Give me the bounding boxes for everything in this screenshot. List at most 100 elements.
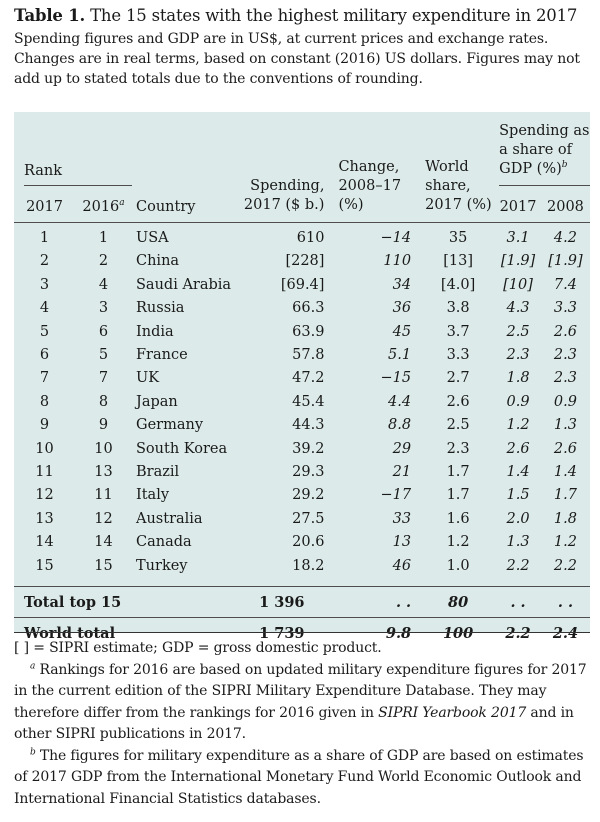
header-gdp-share: Spending as a share of GDP (%)b [495, 122, 590, 186]
table-row: 13 12 Australia 27.5 33 1.6 2.0 1.8 [14, 508, 590, 531]
cell-g17: 4.3 [506, 300, 530, 317]
table-header-row-1: Rank Spending, 2017 ($ b.) Change, 2008–… [14, 122, 590, 213]
data-table-container: Rank Spending, 2017 ($ b.) Change, 2008–… [14, 112, 590, 642]
cell-change: 45 [392, 323, 412, 340]
world-total-label: World total [24, 624, 116, 642]
header-gdp-2017: 2017 [499, 199, 537, 215]
table-bottom-rule [14, 632, 590, 633]
cell-r17: 1 [39, 230, 50, 246]
header-gdp-line1: Spending as [499, 123, 590, 139]
table-row: 14 14 Canada 20.6 13 1.2 1.3 1.2 [14, 531, 590, 554]
cell-share: [4.0] [440, 276, 476, 293]
cell-spending: [69.4] [280, 276, 325, 293]
cell-country: India [136, 323, 174, 340]
cell-share: 3.7 [446, 323, 470, 340]
cell-r17: 13 [35, 510, 54, 527]
cell-r16: 6 [98, 323, 109, 340]
cell-r16: 4 [98, 276, 109, 293]
cell-g17: 2.2 [506, 557, 530, 574]
cell-share: 2.6 [446, 393, 470, 410]
cell-r16: 1 [98, 230, 109, 246]
header-gdp-line3: GDP (%) [499, 161, 562, 177]
cell-g17: 1.8 [506, 370, 530, 387]
header-change-line1: Change, [338, 159, 400, 175]
header-rank-2017: 2017 [26, 199, 63, 215]
cell-r17: 2 [39, 253, 50, 270]
table-header-row-2: 2017 2016a Country 2017 2008 [14, 185, 590, 223]
cell-r16: 5 [98, 347, 109, 364]
table-title: Table 1. The 15 states with the highest … [14, 4, 590, 28]
world-total-gdp-2017: 2.2 [505, 624, 531, 642]
table-row: 6 5 France 57.8 5.1 3.3 2.3 2.3 [14, 344, 590, 367]
cell-country: Germany [136, 417, 204, 434]
cell-country: UK [136, 370, 160, 387]
cell-g17: 2.0 [506, 510, 530, 527]
cell-r16: 15 [94, 557, 113, 574]
cell-g17: 2.6 [506, 440, 530, 457]
note-b-marker: b [30, 746, 36, 757]
cell-g08: 0.9 [553, 393, 577, 410]
cell-r17: 9 [39, 417, 50, 434]
cell-r16: 7 [98, 370, 109, 387]
cell-g17: 0.9 [506, 393, 530, 410]
cell-r17: 6 [39, 347, 50, 364]
cell-g17: 3.1 [506, 230, 530, 246]
cell-share: 1.6 [446, 510, 470, 527]
cell-spending: 18.2 [292, 557, 325, 574]
cell-r16: 14 [94, 534, 113, 551]
cell-country: USA [136, 230, 169, 246]
header-spending: Spending, 2017 ($ b.) [239, 122, 332, 223]
header-share-line1: World [425, 159, 469, 175]
cell-r17: 10 [35, 440, 54, 457]
cell-r16: 11 [94, 487, 113, 504]
table-row: 4 3 Russia 66.3 36 3.8 4.3 3.3 [14, 297, 590, 320]
cell-g17: 1.3 [506, 534, 530, 551]
cell-change: −15 [380, 370, 412, 387]
cell-share: 1.0 [446, 557, 470, 574]
header-country: Country [136, 199, 196, 215]
cell-g08: [1.9] [548, 253, 583, 270]
note-b-text: The figures for military expenditure as … [14, 747, 584, 807]
cell-spending: 29.3 [292, 464, 325, 481]
cell-g08: 2.3 [553, 370, 577, 387]
note-a: a Rankings for 2016 are based on updated… [14, 660, 596, 746]
table-row: 5 6 India 63.9 45 3.7 2.5 2.6 [14, 321, 590, 344]
cell-g08: 1.8 [553, 510, 577, 527]
table-body: 1 1 USA 610 −14 35 3.1 4.2 2 2 China [228] 110 [13] [1… [14, 227, 590, 578]
cell-g08: 3.3 [553, 300, 577, 317]
cell-country: Japan [136, 393, 178, 410]
cell-spending: 27.5 [292, 510, 325, 527]
military-expenditure-table: Rank Spending, 2017 ($ b.) Change, 2008–… [14, 112, 590, 648]
cell-r17: 3 [39, 276, 50, 293]
table-title-label: Table 1. [14, 6, 86, 25]
cell-r17: 5 [39, 323, 50, 340]
cell-g17: 1.5 [506, 487, 530, 504]
note-b: b The figures for military expenditure a… [14, 746, 596, 811]
table-row: 10 10 South Korea 39.2 29 2.3 2.6 2.6 [14, 438, 590, 461]
cell-change: 5.1 [388, 347, 412, 364]
table-row: 15 15 Turkey 18.2 46 1.0 2.2 2.2 [14, 555, 590, 578]
cell-r17: 11 [35, 464, 54, 481]
cell-change: 36 [392, 300, 412, 317]
cell-g08: 2.2 [553, 557, 577, 574]
cell-spending: 47.2 [292, 370, 325, 387]
page: Table 1. The 15 states with the highest … [14, 4, 590, 807]
cell-g08: 2.3 [553, 347, 577, 364]
cell-r16: 2 [98, 253, 109, 270]
cell-g17: 1.4 [506, 464, 530, 481]
cell-g08: 2.6 [553, 440, 577, 457]
cell-share: 2.3 [446, 440, 470, 457]
cell-spending: [228] [285, 253, 325, 270]
total-top15-gdp-2008: . . [557, 593, 574, 611]
cell-spending: 66.3 [292, 300, 325, 317]
header-rank-2016-label: 2016 [82, 199, 120, 215]
table-intro: Spending figures and GDP are in US$, at … [14, 31, 580, 87]
cell-country: Saudi Arabia [136, 276, 232, 293]
cell-r17: 7 [39, 370, 50, 387]
total-top15-change: . . [395, 593, 412, 611]
table-row: 7 7 UK 47.2 −15 2.7 1.8 2.3 [14, 367, 590, 390]
cell-share: 35 [448, 230, 468, 246]
cell-share: 3.3 [446, 347, 470, 364]
note-a-italic: SIPRI Yearbook 2017 [378, 704, 527, 721]
cell-r16: 9 [98, 417, 109, 434]
